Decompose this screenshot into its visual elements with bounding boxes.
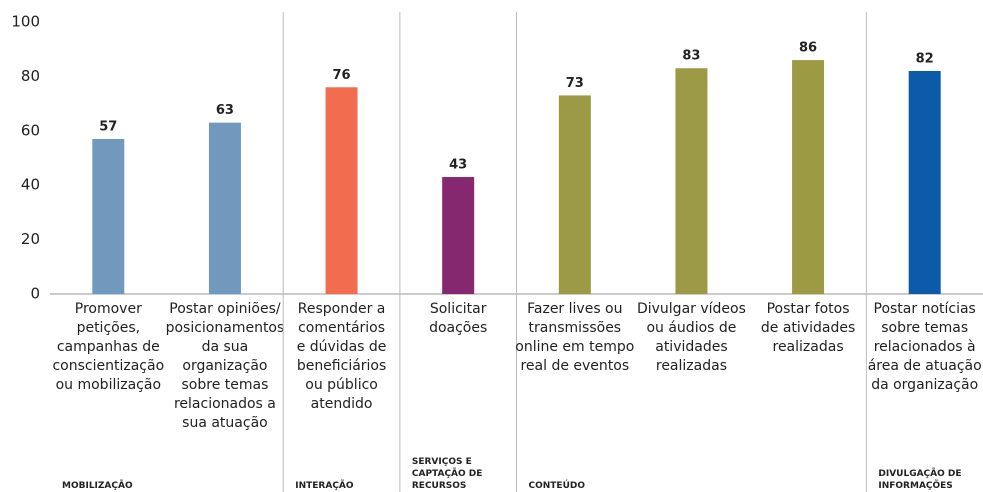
bar bbox=[92, 138, 125, 294]
bar bbox=[442, 177, 475, 294]
x-tick-label-line: Promover bbox=[75, 301, 142, 317]
bar bbox=[792, 60, 825, 294]
group-label-line: CONTEÚDO bbox=[529, 479, 586, 491]
x-tick-label-line: comentários bbox=[298, 320, 385, 336]
value-label: 76 bbox=[333, 68, 351, 83]
group-label: CONTEÚDO bbox=[529, 479, 586, 491]
x-tick-label-line: conscientização bbox=[52, 358, 164, 374]
y-tick-label: 0 bbox=[30, 285, 40, 303]
value-label: 63 bbox=[216, 103, 234, 118]
value-label: 43 bbox=[449, 158, 467, 173]
group-label-line: MOBILIZAÇÃO bbox=[62, 480, 133, 491]
x-tick-label: Divulgar vídeos ou áudios de atividades rea… bbox=[637, 301, 746, 374]
x-tick-label-line: Fazer lives ou bbox=[527, 301, 622, 317]
x-tick-label-line: sua atuação bbox=[182, 415, 268, 431]
x-tick-label-line: da sua bbox=[202, 339, 249, 355]
x-tick-label: Postar opiniões/posicionamentos da sua org… bbox=[166, 301, 285, 431]
group-label: SERVIÇOS E CAPTAÇÃO DE RECURSOS bbox=[412, 457, 483, 491]
x-tick-label-line: realizadas bbox=[656, 358, 727, 374]
x-tick-label-line: atividades bbox=[655, 339, 727, 355]
x-tick-label-line: Postar fotos bbox=[767, 301, 850, 317]
value-label: 73 bbox=[566, 76, 584, 91]
group-label-line: INFORMAÇÕES bbox=[878, 479, 952, 491]
bar bbox=[208, 122, 241, 294]
y-tick-label: 20 bbox=[21, 230, 40, 248]
x-tick-label-line: relacionados a bbox=[174, 396, 276, 412]
group-label-line: DIVULGAÇÃO DE bbox=[878, 468, 961, 479]
bar bbox=[558, 95, 591, 294]
group-label-line: INTERAÇÃO bbox=[295, 480, 354, 491]
x-tick-label-line: Postar notícias bbox=[874, 301, 976, 317]
x-tick-label-line: organização bbox=[182, 358, 267, 374]
value-label: 82 bbox=[916, 51, 934, 66]
group-label-line: CAPTAÇÃO DE bbox=[412, 468, 483, 479]
group-label: DIVULGAÇÃO DE INFORMAÇÕES bbox=[878, 468, 961, 491]
bar bbox=[675, 68, 708, 295]
x-tick-label-line: realizadas bbox=[773, 339, 844, 355]
x-tick-label: Postar fotos de atividades realizadas bbox=[761, 301, 855, 355]
x-tick-label-line: Solicitar bbox=[430, 301, 487, 317]
x-tick-label: Fazer lives ou transmissões online em temp… bbox=[515, 301, 634, 374]
value-label: 57 bbox=[99, 119, 117, 134]
x-tick-label: Solicitar doações bbox=[429, 301, 487, 336]
x-tick-label-line: real de eventos bbox=[520, 358, 629, 374]
x-tick-label-line: online em tempo bbox=[515, 339, 634, 355]
x-tick-label-line: Responder a bbox=[298, 301, 386, 317]
x-tick-label-line: relacionados à bbox=[874, 339, 976, 355]
x-tick-label-line: sobre temas bbox=[182, 377, 269, 393]
x-tick-label-line: ou público bbox=[305, 377, 378, 393]
value-label: 83 bbox=[682, 49, 700, 64]
x-tick-label-line: campanhas de bbox=[57, 339, 160, 355]
group-label-line: SERVIÇOS E bbox=[412, 457, 472, 467]
x-tick-label-line: atendido bbox=[311, 396, 373, 412]
x-tick-label: Postar notícias sobre temas relacionados à… bbox=[868, 301, 982, 393]
x-tick-label-line: da organização bbox=[871, 377, 978, 393]
group-label: MOBILIZAÇÃO bbox=[62, 480, 133, 491]
x-tick-label: Responder a comentários e dúvidas de benefi… bbox=[297, 301, 387, 412]
y-tick-label: 60 bbox=[21, 121, 40, 139]
bar bbox=[908, 70, 941, 295]
y-tick-label: 100 bbox=[11, 13, 40, 31]
y-tick-label: 80 bbox=[21, 67, 40, 85]
x-tick-label-line: Divulgar vídeos bbox=[637, 301, 746, 317]
x-tick-label-line: ou áudios de bbox=[646, 320, 736, 336]
x-tick-label-line: de atividades bbox=[761, 320, 855, 336]
group-label-line: RECURSOS bbox=[412, 481, 467, 491]
x-tick-label-line: transmissões bbox=[529, 320, 622, 336]
x-tick-label-line: área de atuação bbox=[868, 358, 982, 374]
y-tick-label: 40 bbox=[21, 176, 40, 194]
x-tick-label: Promover petições, campanhas de conscientiz… bbox=[52, 301, 164, 393]
x-tick-label-line: e dúvidas de bbox=[297, 339, 387, 355]
x-tick-label-line: ou mobilização bbox=[56, 377, 161, 393]
group-label: INTERAÇÃO bbox=[295, 480, 354, 491]
x-tick-label-line: sobre temas bbox=[881, 320, 968, 336]
x-tick-label-line: Postar opiniões/ bbox=[169, 301, 281, 317]
x-tick-label-line: doações bbox=[429, 320, 487, 336]
x-tick-label-line: petições, bbox=[77, 320, 141, 336]
bar bbox=[325, 87, 358, 294]
value-label: 86 bbox=[799, 41, 817, 56]
x-tick-label-line: posicionamentos bbox=[166, 320, 285, 336]
x-tick-label-line: beneficiários bbox=[297, 358, 386, 374]
